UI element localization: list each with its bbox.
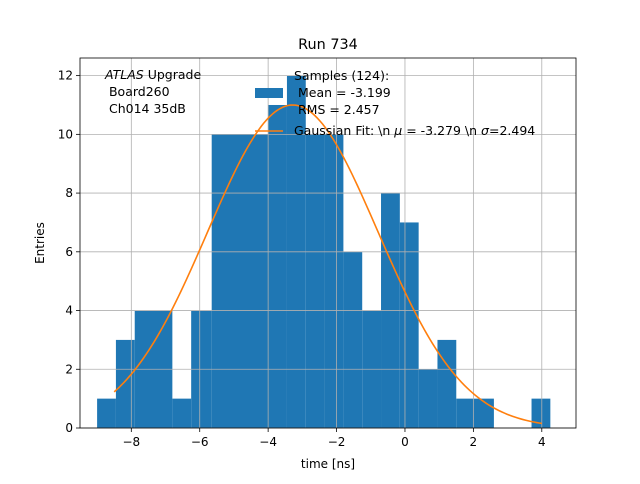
histogram-bar	[399, 222, 419, 428]
x-axis-label: time [ns]	[301, 457, 355, 471]
x-tick-label: 2	[470, 435, 478, 449]
histogram-bar	[172, 398, 192, 428]
y-tick-label: 12	[58, 69, 73, 83]
histogram-bar	[268, 104, 287, 428]
y-axis-ticks: 0 2 4 6 8 10 12	[58, 69, 80, 435]
histogram-bar	[437, 339, 457, 428]
x-tick-label: −4	[259, 435, 277, 449]
histogram-bar	[211, 134, 269, 428]
x-tick-label: −2	[328, 435, 346, 449]
y-tick-label: 10	[58, 127, 73, 141]
y-tick-label: 2	[65, 362, 73, 376]
x-axis-ticks: −8 −6 −4 −2 0 2 4	[122, 428, 546, 449]
histogram-bar	[305, 134, 325, 428]
legend-fit-mu: μ	[393, 123, 402, 138]
legend: Samples (124): Mean = -3.199 RMS = 2.457…	[255, 68, 535, 138]
histogram-bar	[418, 369, 438, 428]
legend-histogram-rms: RMS = 2.457	[294, 102, 380, 117]
chart-title: Run 734	[298, 37, 358, 53]
atlas-board-label: Board260	[105, 84, 170, 99]
y-tick-label: 4	[65, 304, 73, 318]
x-tick-label: −6	[191, 435, 209, 449]
y-tick-label: 8	[65, 186, 73, 200]
atlas-channel-label: Ch014 35dB	[105, 101, 186, 116]
x-tick-label: 4	[538, 435, 546, 449]
atlas-annotation: ATLAS Upgrade Board260 Ch014 35dB	[104, 67, 201, 116]
plot-area: −8 −6 −4 −2 0 2 4 0 2 4 6 8 10 12	[58, 57, 577, 449]
histogram-bar	[456, 398, 494, 428]
legend-fit-sigma: σ	[481, 123, 490, 138]
histogram-bar	[97, 398, 116, 428]
atlas-italic: ATLAS	[104, 67, 144, 82]
legend-fit-mid: = -3.279 \n	[402, 123, 481, 138]
gaussian-fit-curve	[113, 104, 542, 425]
legend-fit-prefix: Gaussian Fit: \n	[294, 123, 394, 138]
histogram-bar	[343, 251, 363, 428]
y-tick-label: 0	[65, 421, 73, 435]
legend-fit-suffix: =2.494	[489, 123, 535, 138]
atlas-label-line1: ATLAS Upgrade	[104, 67, 201, 82]
y-tick-label: 6	[65, 245, 73, 259]
x-tick-label: −8	[122, 435, 140, 449]
atlas-upgrade: Upgrade	[144, 67, 202, 82]
histogram-bar	[531, 398, 551, 428]
legend-histogram-title: Samples (124):	[294, 68, 389, 83]
legend-fit-label: Gaussian Fit: \n μ = -3.279 \n σ=2.494	[294, 123, 535, 138]
y-axis-label: Entries	[33, 222, 47, 264]
legend-histogram-swatch	[255, 88, 283, 98]
legend-histogram-mean: Mean = -3.199	[294, 85, 391, 100]
axes-frame	[79, 57, 577, 429]
histogram-bar	[115, 339, 135, 428]
x-tick-label: 0	[401, 435, 409, 449]
histogram-bar	[324, 134, 344, 428]
